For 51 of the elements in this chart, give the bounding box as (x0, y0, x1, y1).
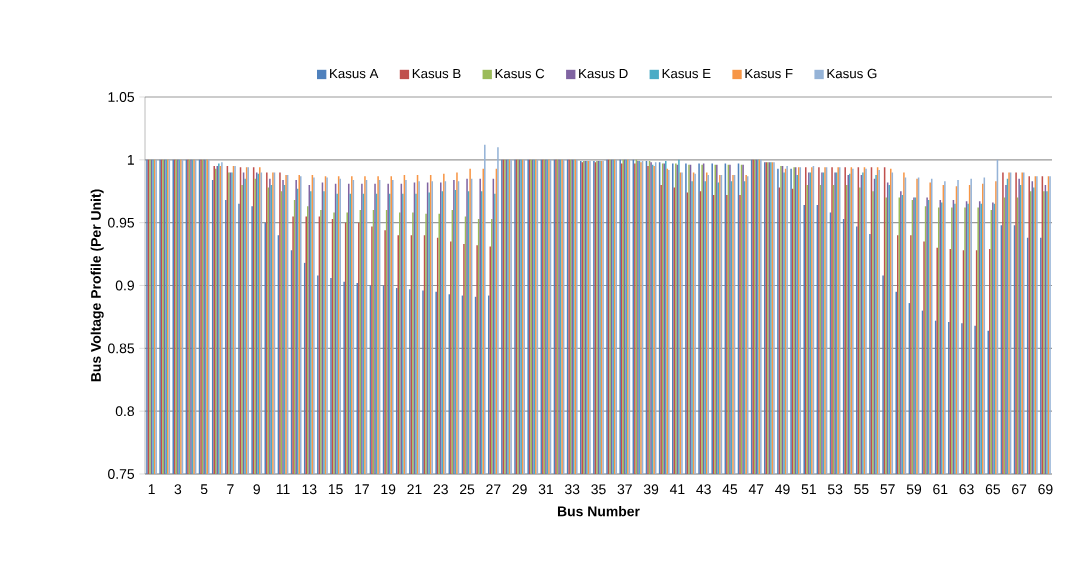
x-tick-label: 37 (617, 484, 632, 495)
x-tick-label: 55 (854, 484, 869, 495)
x-tick-label: 59 (906, 484, 922, 495)
x-tick-label: 63 (959, 484, 974, 495)
x-tick-label: 23 (433, 484, 448, 495)
x-tick-label: 1 (148, 484, 155, 494)
legend-label: Kasus A (330, 68, 379, 79)
x-tick-label: 13 (302, 484, 317, 495)
x-tick-label: 61 (933, 484, 948, 495)
y-tick-label: 0.75 (108, 469, 135, 479)
x-tick-label: 27 (486, 484, 501, 495)
y-tick-label: 0.95 (108, 217, 135, 228)
x-tick-label: 25 (460, 484, 475, 495)
x-tick-label: 7 (227, 484, 234, 494)
x-tick-label: 17 (355, 484, 369, 494)
x-tick-label: 11 (276, 484, 290, 494)
x-tick-label: 15 (328, 484, 343, 495)
x-tick-label: 69 (1038, 484, 1053, 495)
y-tick-label: 0.9 (115, 280, 134, 291)
x-tick-label: 53 (827, 484, 843, 495)
y-tick-label: 0.85 (108, 343, 135, 354)
x-tick-label: 21 (407, 484, 422, 495)
legend-label: Kasus E (662, 68, 711, 79)
x-tick-label: 47 (748, 484, 764, 494)
legend-label: Kasus D (579, 68, 628, 79)
x-tick-label: 49 (775, 484, 790, 495)
x-tick-label: 43 (696, 484, 711, 495)
x-tick-label: 19 (381, 484, 396, 495)
x-tick-label: 29 (512, 484, 527, 495)
legend-label: Kasus B (412, 68, 461, 79)
y-axis-title: Bus Voltage Profile (Per Unit) (90, 189, 104, 382)
x-axis-title: Bus Number (557, 506, 640, 517)
legend-label: Kasus C (495, 68, 545, 79)
x-tick-label: 51 (801, 484, 816, 495)
x-tick-label: 9 (253, 484, 260, 495)
x-tick-label: 65 (985, 484, 1001, 495)
x-tick-label: 31 (538, 484, 553, 495)
x-tick-label: 35 (591, 484, 606, 495)
x-tick-label: 3 (174, 484, 182, 495)
x-tick-label: 45 (722, 484, 738, 495)
y-tick-label: 0.8 (115, 406, 135, 417)
y-tick-label: 1.05 (108, 92, 135, 102)
x-tick-label: 33 (564, 484, 580, 495)
x-tick-label: 57 (880, 484, 895, 495)
legend-label: Kasus F (745, 68, 793, 79)
x-tick-label: 5 (200, 484, 208, 495)
legend-label: Kasus G (827, 68, 877, 79)
x-tick-label: 41 (669, 484, 685, 494)
x-tick-label: 67 (1012, 484, 1027, 495)
x-tick-label: 39 (643, 484, 659, 495)
y-tick-label: 1 (127, 155, 134, 165)
